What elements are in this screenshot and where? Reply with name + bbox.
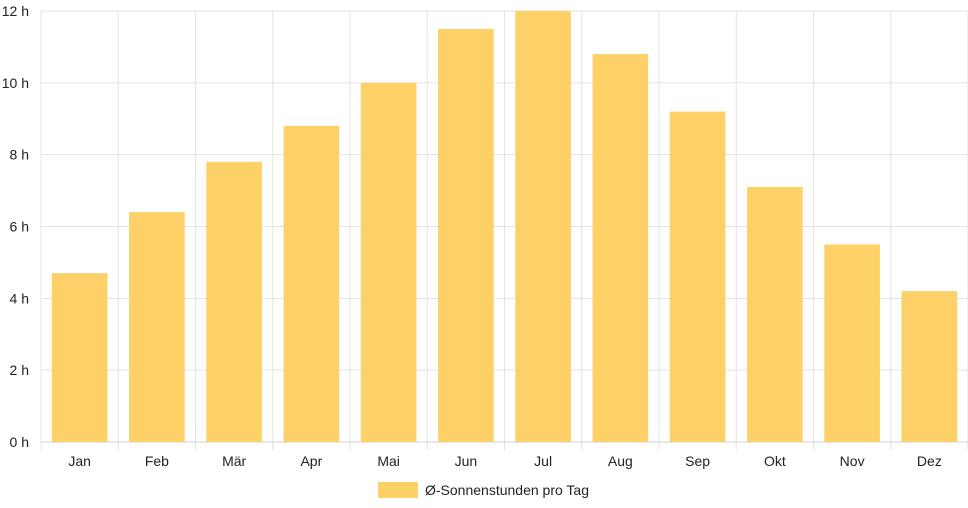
bar-mai[interactable] [360,82,417,442]
y-tick-label: 2 h [10,362,29,378]
y-tick-label: 6 h [10,219,29,235]
grid-lines [40,10,968,450]
legend-swatch[interactable] [378,482,418,498]
x-axis-ticks: Jan Feb Mär Apr Mai Jun Jul Aug Sep Okt Nov Dez [68,453,941,469]
bar-jan[interactable] [51,273,108,442]
y-axis-ticks: 0 h 2 h 4 h 6 h 8 h 10 h 12 h [2,3,29,450]
x-tick-label: Apr [300,453,322,469]
legend-label[interactable]: Ø-Sonnenstunden pro Tag [425,482,589,498]
bar-aug[interactable] [592,54,649,442]
bar-nov[interactable] [824,244,880,442]
bar-jul[interactable] [515,11,571,442]
x-tick-label: Aug [608,453,633,469]
bar-feb[interactable] [129,212,185,442]
x-tick-label: Jun [455,453,478,469]
bar-okt[interactable] [747,186,803,442]
x-tick-label: Sep [685,453,710,469]
x-tick-label: Nov [840,453,865,469]
bar-jun[interactable] [438,28,494,442]
legend[interactable]: Ø-Sonnenstunden pro Tag [378,482,589,498]
bar-apr[interactable] [283,125,340,442]
x-tick-label: Dez [917,453,942,469]
y-tick-label: 8 h [10,147,29,163]
bars [51,11,958,443]
y-tick-label: 12 h [2,3,29,19]
y-tick-label: 0 h [10,434,29,450]
y-tick-label: 4 h [10,290,29,306]
x-tick-label: Jan [68,453,91,469]
bar-sep[interactable] [669,111,726,443]
bar-mär[interactable] [206,161,262,442]
x-tick-label: Jul [534,453,552,469]
x-tick-label: Mai [377,453,400,469]
x-tick-label: Mär [222,453,246,469]
y-tick-label: 10 h [2,75,29,91]
x-tick-label: Okt [764,453,786,469]
x-tick-label: Feb [145,453,169,469]
bar-dez[interactable] [901,291,958,442]
